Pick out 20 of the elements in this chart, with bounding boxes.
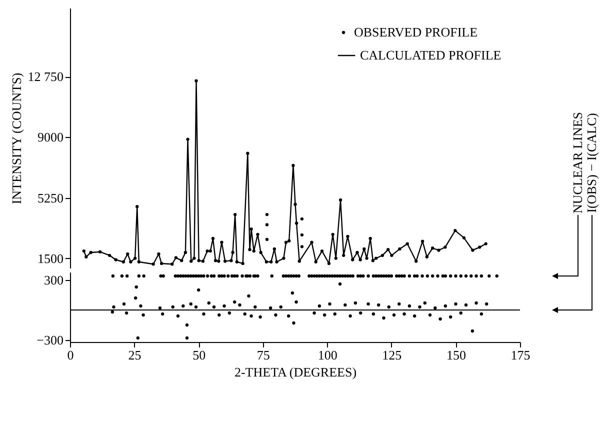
y-tick-label: 1500: [38, 250, 64, 266]
x-tick-label: 50: [192, 348, 206, 362]
x-tick-label: 125: [382, 348, 402, 362]
y-tick-label: 300: [44, 272, 64, 288]
x-tick-label: 100: [318, 348, 338, 362]
x-axis-title: 2-THETA (DEGREES): [234, 364, 357, 380]
y-axis-title: INTENSITY (COUNTS): [8, 72, 24, 204]
x-tick-label: 175: [510, 348, 530, 362]
x-tick-label: 150: [446, 348, 466, 362]
text: I(OBS) − I(CALC): [584, 113, 600, 213]
text: NUCLEAR LINES: [570, 112, 586, 213]
y-tick-label: 9000: [38, 130, 64, 145]
x-tick-label: 0: [67, 348, 74, 362]
y-tick-label: −300: [36, 332, 64, 348]
x-tick-label: 75: [256, 348, 270, 362]
x-tick-label: 25: [128, 348, 142, 362]
legend-label: CALCULATED PROFILE: [360, 48, 502, 62]
legend-label: OBSERVED PROFILE: [354, 24, 478, 40]
y-tick-label: 5250: [38, 190, 64, 206]
y-tick-label: 12 750: [28, 69, 64, 84]
